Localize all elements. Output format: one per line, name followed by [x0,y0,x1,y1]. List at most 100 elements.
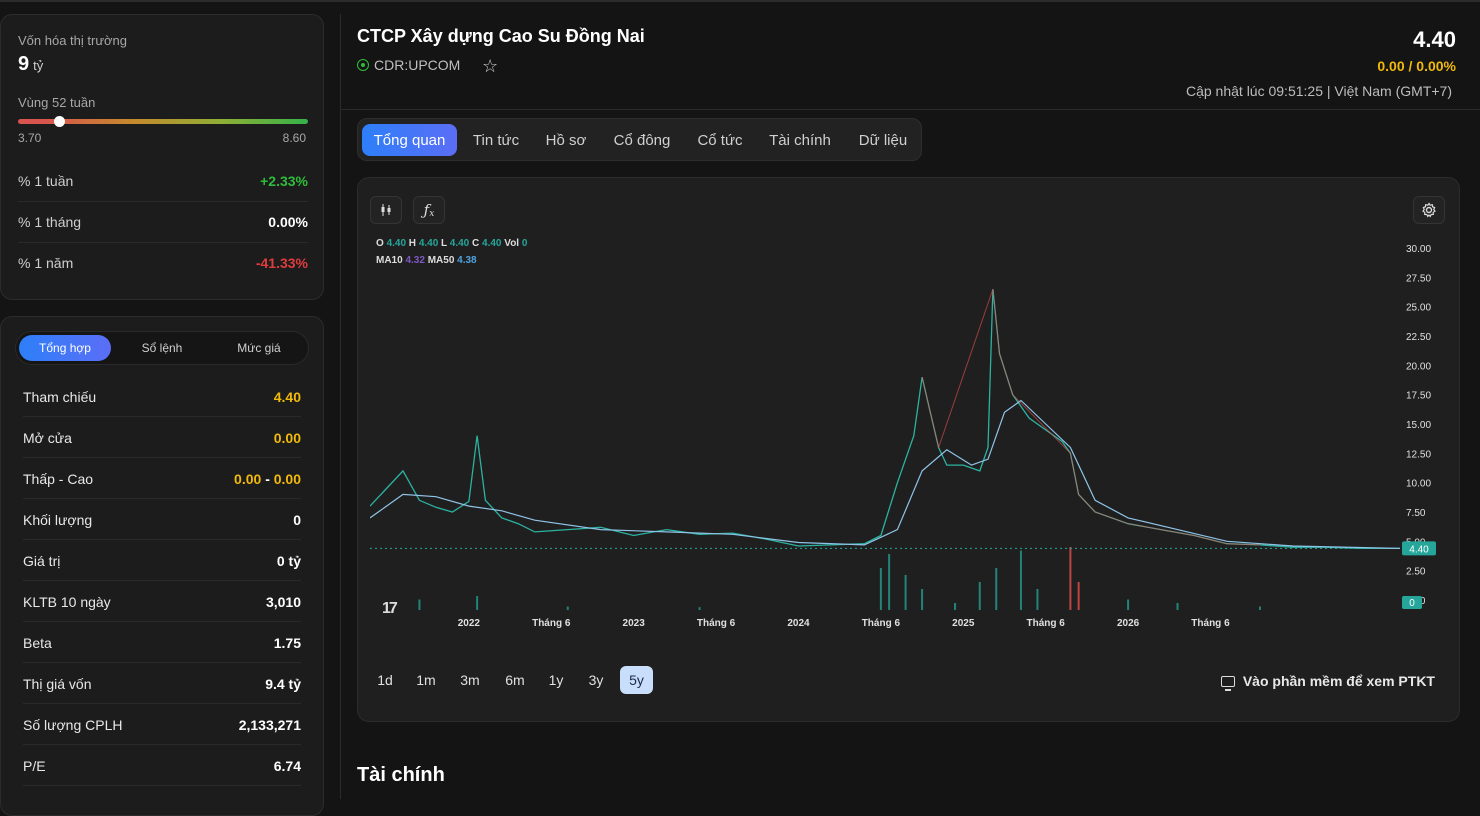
x-tick-label: Tháng 6 [697,618,736,629]
row-label: Beta [23,634,52,651]
x-tick-label: Tháng 6 [1027,618,1066,629]
row-value: 3,010 [265,593,301,610]
volume-bar [476,596,479,610]
tab-news[interactable]: Tin tức [472,131,520,149]
subtab-orderbook[interactable]: Sổ lệnh [141,341,183,355]
y-tick-label: 20.00 [1406,361,1431,372]
y-tick-label: 2.50 [1406,567,1426,578]
row-low-high: Thấp - Cao 0.00 - 0.00 [23,459,301,499]
market-cap-value: 9 tỷ [18,53,44,75]
x-tick-label: 2024 [787,618,810,629]
volume-bar [698,607,701,610]
volume-bar [1258,606,1261,610]
perf-separator [18,201,308,202]
ma-legend: MA10 4.32 MA50 4.38 [376,255,477,266]
ptkt-label: Vào phần mềm để xem PTKT [1242,673,1435,689]
open-ta-software-link[interactable]: Vào phần mềm để xem PTKT [1220,673,1435,691]
row-label: Thấp - Cao [23,470,94,487]
volume-bar [1127,599,1130,610]
range-6m-button[interactable]: 6m [505,672,525,688]
last-price-label: 4.40 [1409,544,1429,555]
row-label: KLTB 10 ngày [23,593,111,610]
y-tick-label: 10.00 [1406,479,1431,490]
row-value: 0.00 [273,429,301,446]
perf-value: -41.33% [255,255,308,271]
volume-bar [879,568,882,610]
y-tick-label: 25.00 [1406,303,1431,314]
row-value: 0.00 - 0.00 [234,471,301,487]
y-tick-label: 22.50 [1406,332,1431,343]
volume-bar [954,603,957,610]
row-value-traded: Giá trị 0 tỷ [23,541,301,581]
subtab-summary[interactable]: Tổng hợp [19,335,111,361]
y-tick-label: 12.50 [1406,449,1431,460]
volume-bar [904,575,907,610]
trade-info-panel: Tổng hợp Sổ lệnh Mức giá Tham chiếu 4.40… [0,316,324,816]
subtab-price-levels[interactable]: Mức giá [237,341,281,355]
current-price: 4.40 [1413,27,1456,52]
candlestick-icon[interactable] [370,196,402,224]
tab-dividends[interactable]: Cổ tức [697,131,743,149]
tab-profile[interactable]: Hồ sơ [545,131,587,149]
x-tick-label: Tháng 6 [532,618,571,629]
row-market-cap: Thị giá vốn 9.4 tỷ [23,664,301,704]
perf-row-year: % 1 năm -41.33% [18,243,308,283]
row-value: 6.74 [273,757,301,774]
perf-row-month: % 1 tháng 0.00% [18,202,308,242]
tab-financials[interactable]: Tài chính [769,131,831,149]
row-value: 1.75 [273,634,301,651]
perf-label: % 1 năm [18,255,74,271]
row-value: 2,133,271 [238,716,301,733]
row-value: 0 [293,511,301,528]
x-tick-label: Tháng 6 [1191,618,1230,629]
panel-divider [340,14,341,799]
tab-shareholders[interactable]: Cổ đông [613,131,671,149]
volume-bar [921,589,924,610]
market-cap-unit: tỷ [33,58,44,73]
exchange-ticker: CDR:UPCOM [357,57,460,73]
legend-ma10: 4.32 [405,255,425,266]
row-label: Số lượng CPLH [23,716,123,733]
header-separator [341,109,1480,110]
tab-data[interactable]: Dữ liệu [858,131,908,149]
last-price-badge [1402,541,1436,556]
y-tick-label: 15.00 [1406,420,1431,431]
row-label: Thị giá vốn [23,675,92,692]
volume-bar [888,554,891,610]
price-series-line [370,289,1400,550]
volume-bar [566,606,569,610]
row-beta: Beta 1.75 [23,623,301,663]
y-tick-label: 17.50 [1406,391,1431,402]
volume-bar [418,599,421,610]
y-tick-label: 7.50 [1406,508,1426,519]
range-5y-button[interactable]: 5y [620,666,653,694]
range-1m-button[interactable]: 1m [416,672,436,688]
market-cap-label: Vốn hóa thị trường [18,33,128,48]
range-3y-button[interactable]: 3y [588,672,604,688]
overview-panel: Vốn hóa thị trường 9 tỷ Vùng 52 tuần 3.70… [0,14,324,300]
price-chart[interactable]: 30.00 27.50 25.00 22.50 20.00 17.50 15.00 12.50… [370,240,1450,650]
range-52w-label: Vùng 52 tuần [18,95,96,110]
row-label: Giá trị [23,552,61,569]
row-open: Mở cửa 0.00 [23,418,301,458]
perf-separator [18,242,308,243]
stock-name: CTCP Xây dựng Cao Su Đồng Nai [357,26,645,46]
price-change: 0.00 / 0.00% [1377,58,1456,74]
trade-subtabs: Tổng hợp Sổ lệnh Mức giá [15,331,309,365]
perf-label: % 1 tháng [18,214,82,230]
row-volume: Khối lượng 0 [23,500,301,540]
ma-series-line [370,399,1401,549]
tab-overview[interactable]: Tổng quan [362,124,457,156]
range-1y-button[interactable]: 1y [548,672,564,688]
volume-bar [1069,547,1072,610]
row-avg-volume: KLTB 10 ngày 3,010 [23,582,301,622]
gear-icon[interactable] [1413,196,1445,224]
top-border [0,0,1480,2]
range-1d-button[interactable]: 1d [377,672,393,688]
range-3m-button[interactable]: 3m [460,672,480,688]
last-volume-label: 0 [1409,598,1415,609]
star-icon[interactable]: ☆ [482,56,499,76]
row-label: Khối lượng [23,511,93,528]
